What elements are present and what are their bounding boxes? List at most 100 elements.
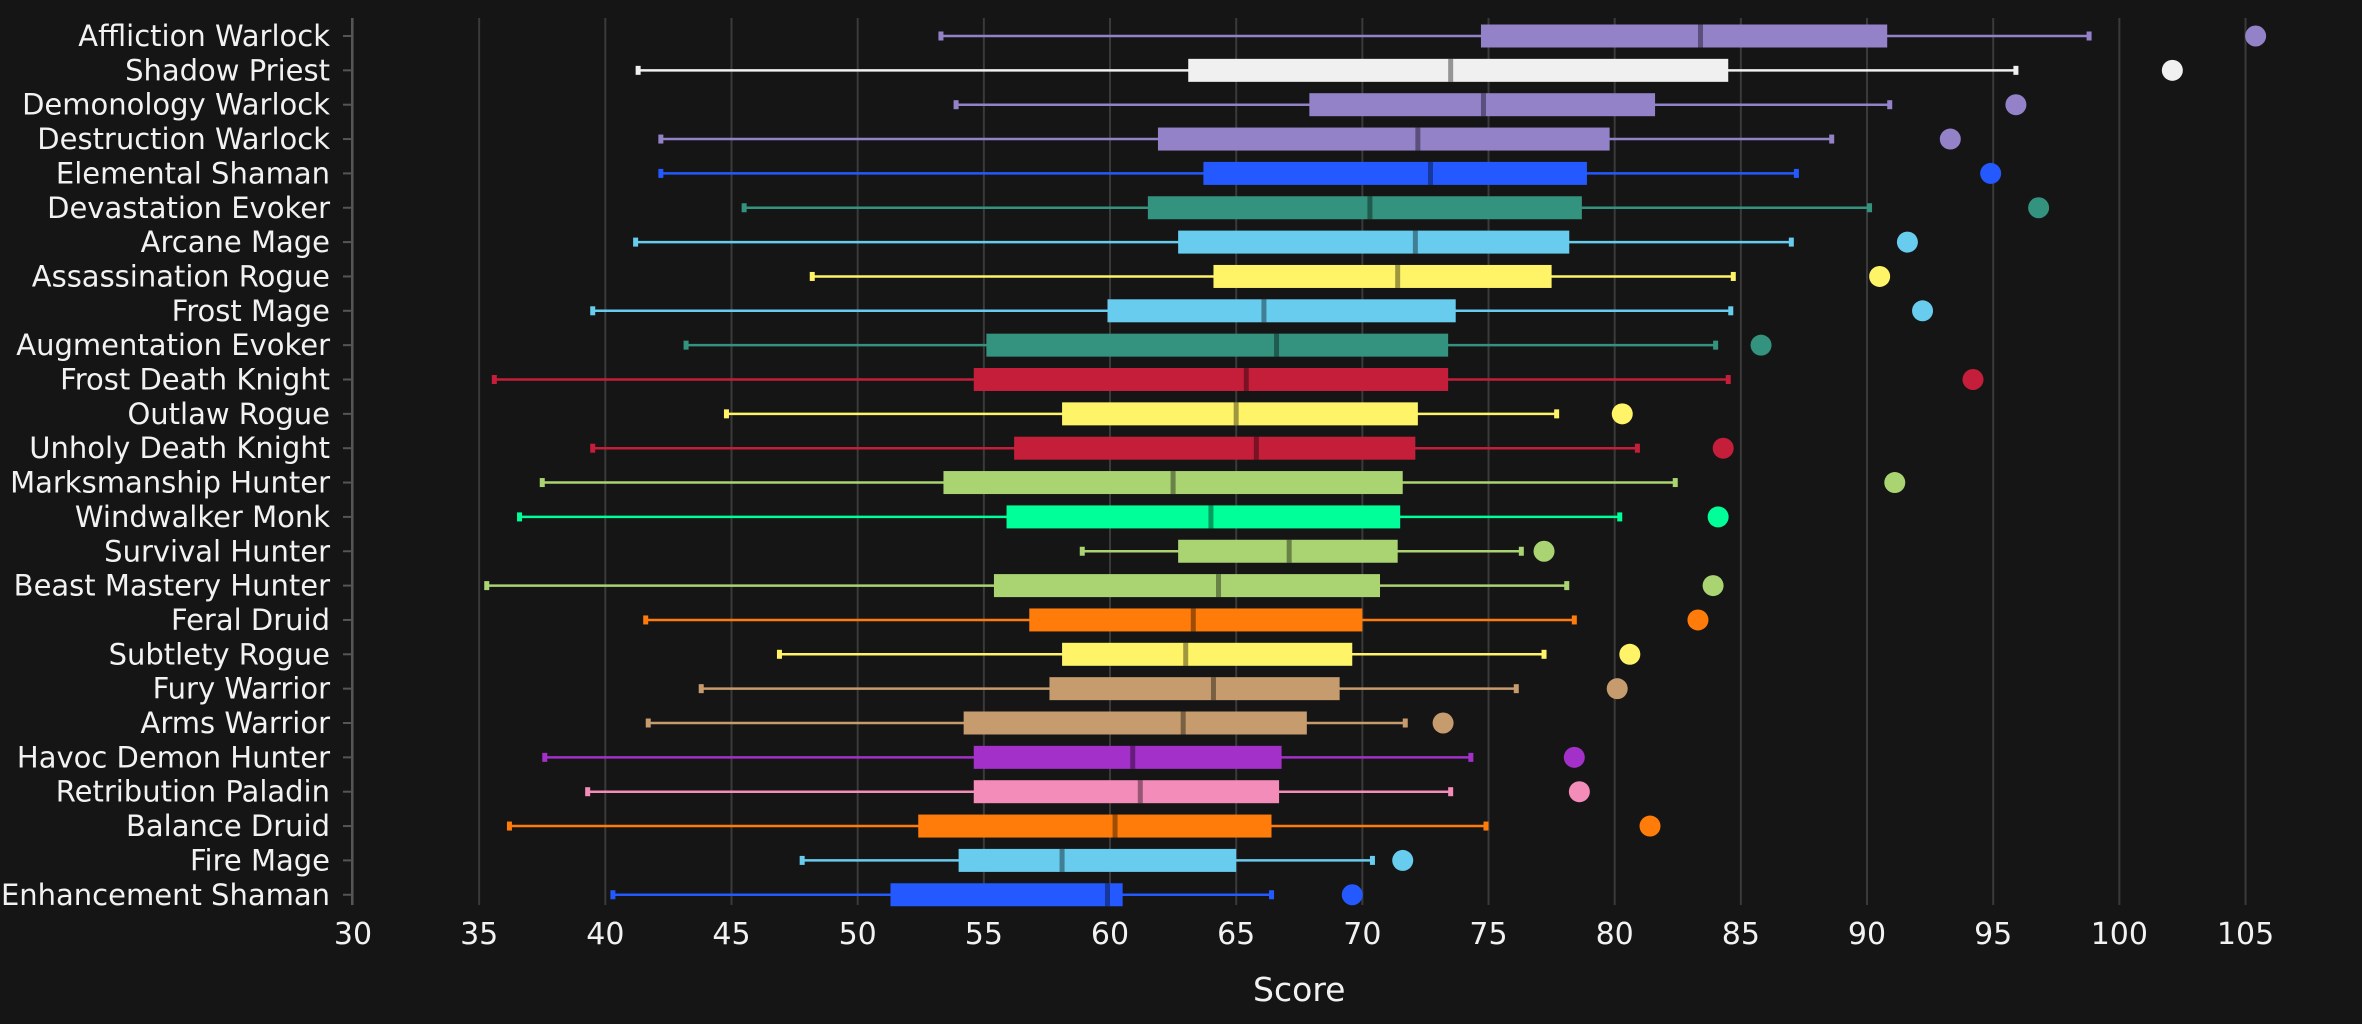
category-label-unholy-death-knight: Unholy Death Knight [29,431,330,465]
iqr-box-arcane-mage [1178,230,1570,254]
median-mark-frost-mage [1261,299,1267,323]
whisker-cap-high-frost-death-knight [1725,375,1731,384]
box-beast-mastery-hunter [484,574,1724,598]
x-tick-label-105: 105 [2217,917,2274,952]
iqr-box-frost-mage [1107,299,1456,323]
median-mark-retribution-paladin [1137,780,1143,804]
median-mark-feral-druid [1190,608,1196,632]
box-demonology-warlock [953,93,2027,117]
category-label-fire-mage: Fire Mage [190,843,330,877]
max-point-retribution-paladin [1568,781,1590,803]
iqr-box-outlaw-rogue [1062,402,1418,426]
max-point-demonology-warlock [2005,94,2027,116]
max-point-fire-mage [1392,849,1414,871]
whisker-cap-low-enhancement-shaman [610,890,616,900]
x-tick-label-50: 50 [839,917,877,952]
x-tick-label-55: 55 [965,917,1003,952]
iqr-box-subtlety-rogue [1062,642,1353,666]
category-label-devastation-evoker: Devastation Evoker [47,191,330,225]
category-label-outlaw-rogue: Outlaw Rogue [127,397,330,431]
max-point-enhancement-shaman [1341,884,1363,906]
x-tick-label-100: 100 [2091,917,2148,952]
max-point-havoc-demon-hunter [1563,746,1585,768]
median-mark-unholy-death-knight [1253,436,1259,460]
x-tick-label-60: 60 [1091,917,1129,952]
iqr-box-shadow-priest [1188,58,1729,82]
category-label-survival-hunter: Survival Hunter [104,534,330,568]
iqr-box-augmentation-evoker [986,333,1449,357]
x-tick-label-45: 45 [712,917,750,952]
max-point-feral-druid [1687,609,1709,631]
box-devastation-evoker [741,196,2050,220]
median-mark-assassination-rogue [1395,264,1401,288]
box-fire-mage [799,848,1414,872]
max-point-shadow-priest [2161,59,2183,81]
whisker-cap-low-assassination-rogue [809,271,815,281]
category-label-frost-mage: Frost Mage [172,294,330,328]
x-tick-label-40: 40 [586,917,624,952]
max-point-survival-hunter [1533,540,1555,562]
max-point-fury-warrior [1606,678,1628,700]
box-retribution-paladin [585,780,1590,804]
box-feral-druid [643,608,1709,632]
iqr-box-assassination-rogue [1213,264,1552,288]
whisker-cap-low-survival-hunter [1079,546,1085,556]
whisker-cap-low-frost-mage [590,306,596,316]
box-shadow-priest [635,58,2183,82]
median-mark-elemental-shaman [1427,161,1433,185]
max-point-marksmanship-hunter [1884,472,1906,494]
category-label-affliction-warlock: Affliction Warlock [78,19,330,53]
whisker-cap-high-retribution-paladin [1448,787,1454,797]
median-mark-marksmanship-hunter [1170,471,1176,495]
x-tick-label-90: 90 [1848,917,1886,952]
whisker-cap-high-windwalker-monk [1617,512,1623,522]
whisker-cap-low-frost-death-knight [491,375,497,384]
iqr-box-marksmanship-hunter [943,471,1403,495]
category-label-frost-death-knight: Frost Death Knight [60,363,330,397]
box-elemental-shaman [658,161,2002,185]
whisker-cap-low-demonology-warlock [953,100,959,110]
median-mark-fury-warrior [1210,677,1216,701]
category-label-marksmanship-hunter: Marksmanship Hunter [10,466,330,500]
box-subtlety-rogue [776,642,1641,666]
max-point-outlaw-rogue [1611,403,1633,425]
category-label-arcane-mage: Arcane Mage [141,225,330,259]
box-survival-hunter [1079,539,1555,563]
x-tick-label-65: 65 [1217,917,1255,952]
whisker-cap-low-subtlety-rogue [776,649,782,659]
box-destruction-warlock [658,127,1961,151]
median-mark-frost-death-knight [1243,368,1249,391]
category-label-subtlety-rogue: Subtlety Rogue [109,637,330,671]
whisker-cap-low-augmentation-evoker [683,340,689,350]
median-mark-windwalker-monk [1208,505,1214,529]
whisker-cap-high-shadow-priest [2013,65,2019,75]
max-point-frost-mage [1912,300,1934,322]
whisker-cap-high-enhancement-shaman [1269,890,1275,900]
iqr-box-balance-druid [918,814,1272,838]
whisker-cap-high-elemental-shaman [1793,168,1799,178]
whisker-cap-low-fire-mage [799,855,805,865]
whisker-cap-high-destruction-warlock [1829,134,1835,144]
max-point-windwalker-monk [1707,506,1729,528]
iqr-box-affliction-warlock [1480,24,1888,48]
category-label-fury-warrior: Fury Warrior [153,672,331,706]
box-marksmanship-hunter [539,471,1906,495]
max-point-beast-mastery-hunter [1702,575,1724,597]
whisker-cap-low-affliction-warlock [938,31,944,41]
category-label-enhancement-shaman: Enhancement Shaman [1,878,330,912]
whisker-cap-high-feral-druid [1571,615,1577,625]
x-tick-label-75: 75 [1469,917,1507,952]
whisker-cap-high-affliction-warlock [2086,31,2092,41]
median-mark-arms-warrior [1180,711,1186,735]
median-mark-arcane-mage [1412,230,1418,254]
whisker-cap-low-windwalker-monk [517,512,523,522]
whisker-cap-low-beast-mastery-hunter [484,581,490,591]
max-point-frost-death-knight [1962,369,1984,390]
max-point-arms-warrior [1432,712,1454,734]
category-label-arms-warrior: Arms Warrior [141,706,331,740]
box-augmentation-evoker [683,333,1772,357]
category-label-demonology-warlock: Demonology Warlock [22,88,330,122]
box-enhancement-shaman [610,883,1363,907]
median-mark-devastation-evoker [1367,196,1373,220]
